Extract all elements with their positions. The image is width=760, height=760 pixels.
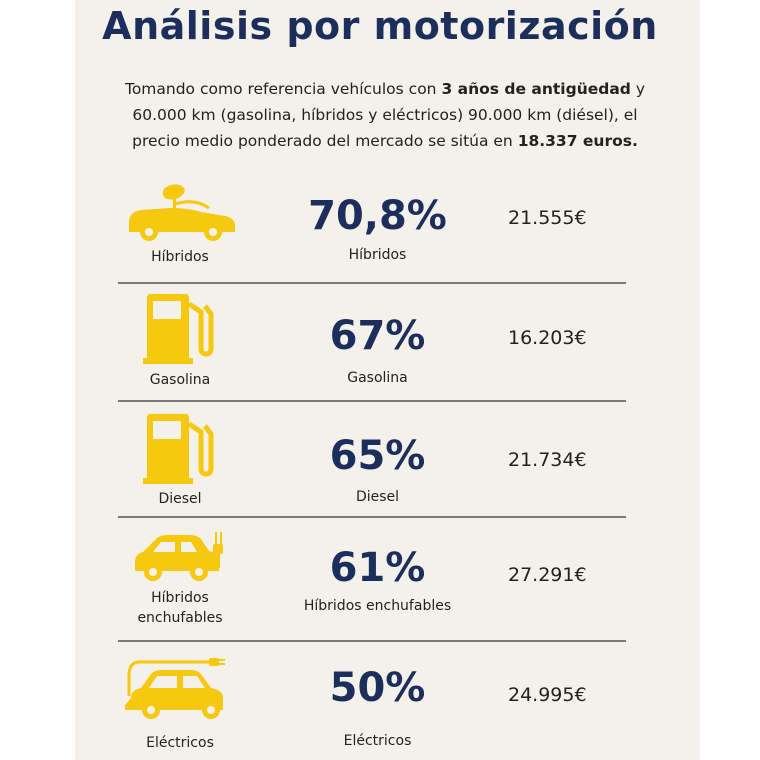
divider	[118, 282, 626, 284]
fuel-pump-icon	[122, 294, 240, 366]
percent-label: Eléctricos	[343, 733, 412, 749]
percent-label: Híbridos	[348, 247, 407, 263]
price-value: 16.203€	[508, 327, 587, 349]
intro-line1-end: y	[630, 80, 646, 98]
intro-line1: Tomando como referencia vehículos con	[124, 80, 442, 98]
fuel-pump-icon	[122, 414, 240, 486]
percent-value: 67%	[329, 313, 426, 359]
percent-value: 50%	[329, 665, 426, 711]
price-value: 24.995€	[508, 684, 587, 706]
price-value: 21.734€	[508, 449, 587, 471]
electric-car-icon	[122, 652, 240, 722]
intro-text: Tomando como referencia vehículos con 3 …	[80, 76, 690, 154]
intro-highlight-age: 3 años de antigüedad	[441, 80, 631, 98]
percent-label: Diesel	[355, 489, 400, 505]
percent-value: 65%	[329, 433, 426, 479]
icon-label: Híbridos enchufables	[137, 590, 223, 626]
divider	[118, 640, 626, 642]
divider	[118, 400, 626, 402]
page-title: Análisis por motorización	[102, 4, 658, 48]
intro-line3: precio medio ponderado del mercado se si…	[132, 132, 518, 150]
icon-label: Híbridos	[151, 249, 209, 265]
percent-value: 70,8%	[308, 193, 447, 239]
icon-label: Diesel	[158, 491, 202, 507]
icon-label: Gasolina	[149, 372, 211, 388]
divider	[118, 516, 626, 518]
percent-label: Gasolina	[347, 370, 408, 386]
percent-label: Híbridos enchufables	[303, 598, 452, 614]
intro-line2: 60.000 km (gasolina, híbridos y eléctric…	[132, 106, 638, 124]
icon-label: Eléctricos	[146, 735, 214, 751]
infographic-panel	[75, 0, 700, 760]
hybrid-car-leaf-icon	[122, 182, 240, 244]
intro-highlight-price: 18.337 euros.	[517, 132, 638, 150]
percent-value: 61%	[329, 545, 426, 591]
price-value: 21.555€	[508, 207, 587, 229]
plug-in-hybrid-car-icon	[122, 524, 240, 584]
price-value: 27.291€	[508, 564, 587, 586]
